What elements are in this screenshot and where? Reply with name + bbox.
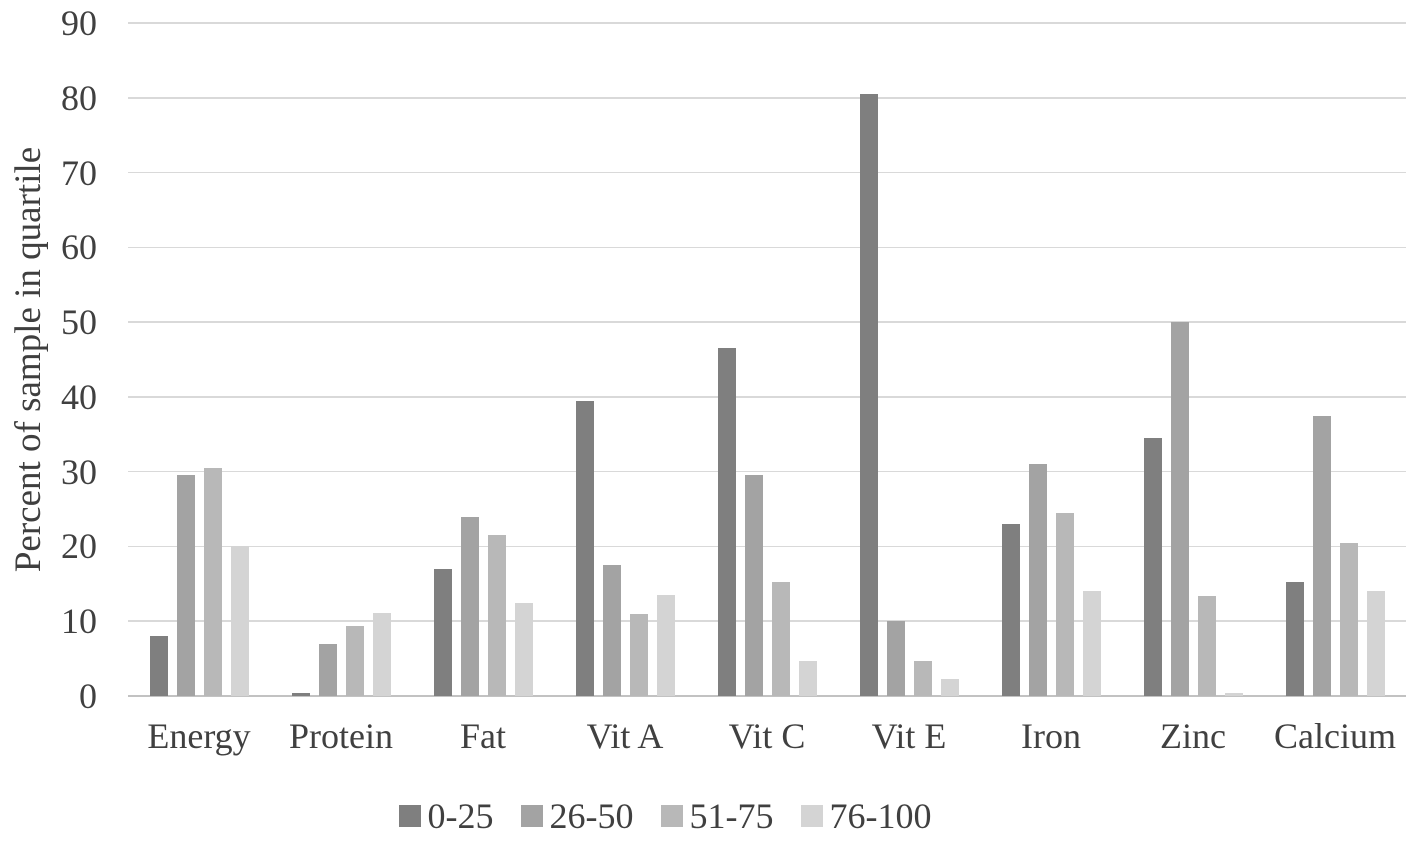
bar-group-iron [980, 23, 1122, 696]
bar-0-25-vit-e [859, 94, 878, 696]
y-tick-label: 50 [61, 302, 97, 343]
bar-group-zinc [1122, 23, 1264, 696]
bar-group-protein [270, 23, 412, 696]
legend-swatch-icon [660, 805, 683, 827]
bar-0-25-iron [1001, 524, 1020, 696]
x-tick-label: Zinc [1160, 716, 1226, 756]
legend-item-76-100: 76-100 [800, 796, 932, 836]
bar-76-100-energy [230, 546, 249, 696]
bar-0-25-vit-a [575, 401, 594, 696]
bar-group-vit-a [554, 23, 696, 696]
bar-76-100-vit-e [940, 678, 959, 696]
bar-group-vit-c [696, 23, 838, 696]
legend-label: 26-50 [549, 796, 634, 836]
bar-group-energy [128, 23, 270, 696]
gridline [128, 97, 1406, 99]
bar-0-25-zinc [1143, 438, 1162, 696]
gridline [128, 396, 1406, 398]
bar-76-100-vit-c [798, 660, 817, 696]
bar-76-100-zinc [1224, 693, 1243, 696]
x-tick-label: Vit C [728, 716, 806, 756]
bar-26-50-iron [1028, 464, 1047, 696]
bar-76-100-calcium [1366, 591, 1385, 696]
bar-26-50-zinc [1170, 322, 1189, 696]
legend-label: 51-75 [689, 796, 774, 836]
y-axis-tick-labels: 0 10 20 30 40 50 60 70 80 90 [0, 5, 97, 714]
gridline [128, 22, 1406, 24]
bar-0-25-fat [433, 568, 452, 696]
bar-26-50-vit-a [602, 565, 621, 696]
bar-26-50-energy [176, 475, 195, 696]
y-tick-label: 20 [61, 526, 97, 567]
y-tick-label: 30 [61, 451, 97, 492]
bar-0-25-vit-c [717, 348, 736, 696]
bar-26-50-protein [318, 643, 337, 696]
legend-item-26-50: 26-50 [520, 796, 634, 836]
bar-group-calcium [1264, 23, 1406, 696]
bar-76-100-fat [514, 602, 533, 696]
bar-26-50-fat [460, 516, 479, 696]
bar-0-25-protein [291, 693, 310, 696]
bar-26-50-calcium [1312, 415, 1331, 696]
legend-item-0-25: 0-25 [398, 796, 494, 836]
y-tick-label: 60 [61, 227, 97, 268]
legend-swatch-icon [398, 805, 421, 827]
x-tick-label: Vit E [871, 716, 947, 756]
plot-area [128, 22, 1406, 697]
legend-swatch-icon [520, 805, 543, 827]
gridline [128, 246, 1406, 249]
x-tick-label: Vit A [586, 716, 664, 756]
y-tick-label: 90 [61, 3, 97, 43]
y-tick-label: 80 [61, 77, 97, 118]
legend-label: 76-100 [829, 796, 932, 836]
bar-51-75-vit-e [913, 660, 932, 696]
x-tick-label: Protein [289, 716, 393, 756]
x-tick-label: Iron [1021, 716, 1081, 756]
x-tick-label: Energy [147, 716, 251, 756]
gridline [128, 171, 1406, 174]
gridlines [128, 22, 1406, 697]
gridline [128, 470, 1406, 473]
bar-76-100-protein [372, 613, 391, 696]
bar-0-25-calcium [1285, 581, 1304, 696]
bar-51-75-vit-c [771, 581, 790, 696]
gridline [128, 620, 1406, 622]
bar-51-75-fat [487, 535, 506, 696]
legend: 0-25 26-50 51-75 76-100 [0, 798, 1330, 834]
bar-51-75-energy [203, 467, 222, 696]
y-tick-label: 70 [61, 152, 97, 193]
bar-51-75-iron [1055, 512, 1074, 696]
bar-group-fat [412, 23, 554, 696]
y-tick-label: 40 [61, 376, 97, 417]
bar-51-75-calcium [1339, 542, 1358, 696]
x-axis-line [128, 695, 1406, 697]
bar-26-50-vit-c [744, 475, 763, 696]
y-tick-label: 10 [61, 601, 97, 642]
bar-group-vit-e [838, 23, 980, 696]
bar-0-25-energy [149, 636, 168, 696]
bar-51-75-protein [345, 626, 364, 696]
bar-51-75-zinc [1197, 595, 1216, 696]
bar-51-75-vit-a [629, 613, 648, 696]
bar-76-100-vit-a [656, 595, 675, 696]
x-axis-category-labels: Energy Protein Fat Vit A Vit C Vit E Iron Zinc C… [128, 713, 1406, 759]
bar-26-50-vit-e [886, 621, 905, 696]
legend-item-51-75: 51-75 [660, 796, 774, 836]
bar-76-100-iron [1082, 591, 1101, 696]
y-tick-label: 0 [79, 676, 97, 716]
bar-groups [128, 23, 1406, 696]
x-tick-label: Fat [459, 716, 506, 756]
legend-swatch-icon [800, 805, 823, 827]
legend-label: 0-25 [427, 796, 494, 836]
x-tick-label: Calcium [1274, 716, 1396, 756]
gridline [128, 321, 1406, 323]
gridline [128, 545, 1406, 548]
